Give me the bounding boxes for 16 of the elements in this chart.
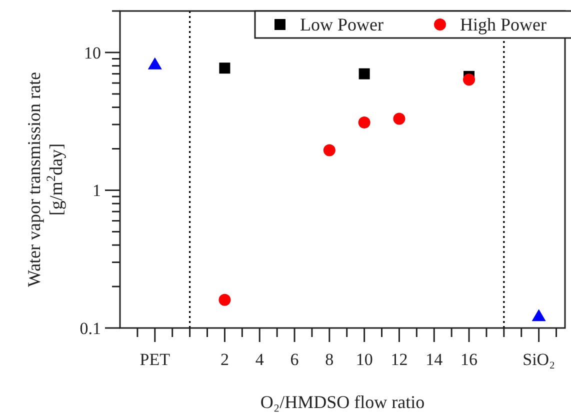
x-tick-label: 10 bbox=[356, 350, 373, 369]
x-tick-label: PET bbox=[140, 350, 171, 369]
x-tick-label: 6 bbox=[290, 350, 299, 369]
x-axis-title: O₂/HMDSO flow ratio bbox=[260, 392, 425, 412]
x-tick-label: 14 bbox=[426, 350, 444, 369]
x-tick-label: 8 bbox=[325, 350, 334, 369]
x-tick-label: 4 bbox=[255, 350, 264, 369]
legend-label: High Power bbox=[460, 14, 546, 34]
y-tick-label: 0.1 bbox=[80, 319, 101, 338]
x-tick-label: 12 bbox=[390, 350, 408, 369]
x-tick-label: SiO₂ bbox=[522, 350, 556, 369]
y-tick-label: 1 bbox=[92, 181, 101, 200]
y-tick-label: 10 bbox=[84, 43, 101, 62]
x-tick-label: 16 bbox=[460, 350, 478, 369]
legend-label: Low Power bbox=[300, 14, 384, 34]
x-tick-label: 2 bbox=[220, 350, 229, 369]
